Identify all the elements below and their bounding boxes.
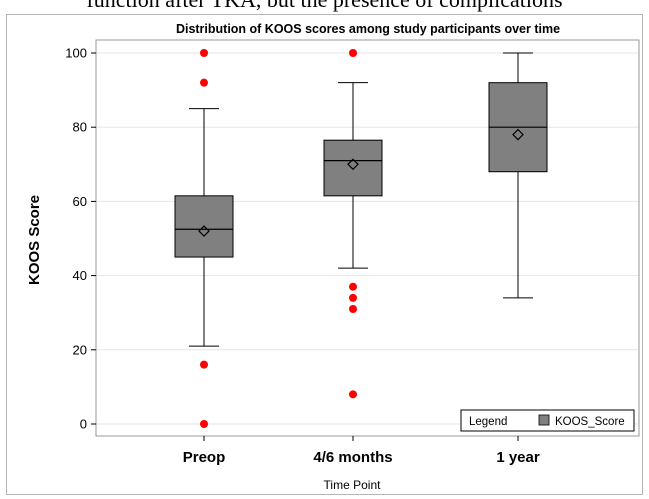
x-axis-label: Time Point xyxy=(324,478,382,492)
mean-marker xyxy=(347,158,359,171)
y-tick-label: 100 xyxy=(65,46,87,61)
axes xyxy=(95,39,640,437)
box-group xyxy=(174,49,234,428)
y-axis-label: KOOS Score xyxy=(26,195,43,285)
box-group xyxy=(488,52,548,299)
y-tick-label: 80 xyxy=(73,120,87,135)
mean-marker xyxy=(198,225,210,237)
y-tick-label: 20 xyxy=(73,342,87,357)
y-tick-label: 40 xyxy=(73,268,87,283)
outlier-point xyxy=(349,282,357,291)
header-fragment-text: function after TKA, but the presence of … xyxy=(0,0,649,13)
legend-swatch xyxy=(538,414,550,426)
y-tick-label: 0 xyxy=(80,417,87,432)
x-tick-label: Preop xyxy=(183,449,226,466)
iqr-box xyxy=(323,139,383,197)
boxes xyxy=(174,49,548,428)
y-tick-label: 60 xyxy=(73,194,87,209)
tick-labels: 0 20 40 60 80 100 Preop 4/6 months 1 year xyxy=(65,46,540,467)
outlier-point xyxy=(200,49,208,57)
outlier-point xyxy=(200,420,208,428)
x-tick-label: 4/6 months xyxy=(313,449,392,466)
chart-title: Distribution of KOOS scores among study … xyxy=(176,22,560,36)
outlier-point xyxy=(349,293,357,302)
legend-title: Legend xyxy=(469,416,507,428)
legend-entry-koos-score: KOOS_Score xyxy=(555,416,625,428)
outlier-point xyxy=(200,360,208,369)
legend: Legend KOOS_Score xyxy=(460,409,635,432)
document-header-fragment: function after TKA, but the presence of … xyxy=(0,0,649,14)
box-group xyxy=(323,49,383,399)
outlier-point xyxy=(200,78,208,87)
mean-marker xyxy=(512,128,524,141)
outlier-point xyxy=(349,49,357,57)
outlier-point xyxy=(349,304,357,313)
plot-area-border xyxy=(95,39,640,437)
x-tick-label: 1 year xyxy=(496,449,540,466)
outlier-point xyxy=(349,390,357,399)
